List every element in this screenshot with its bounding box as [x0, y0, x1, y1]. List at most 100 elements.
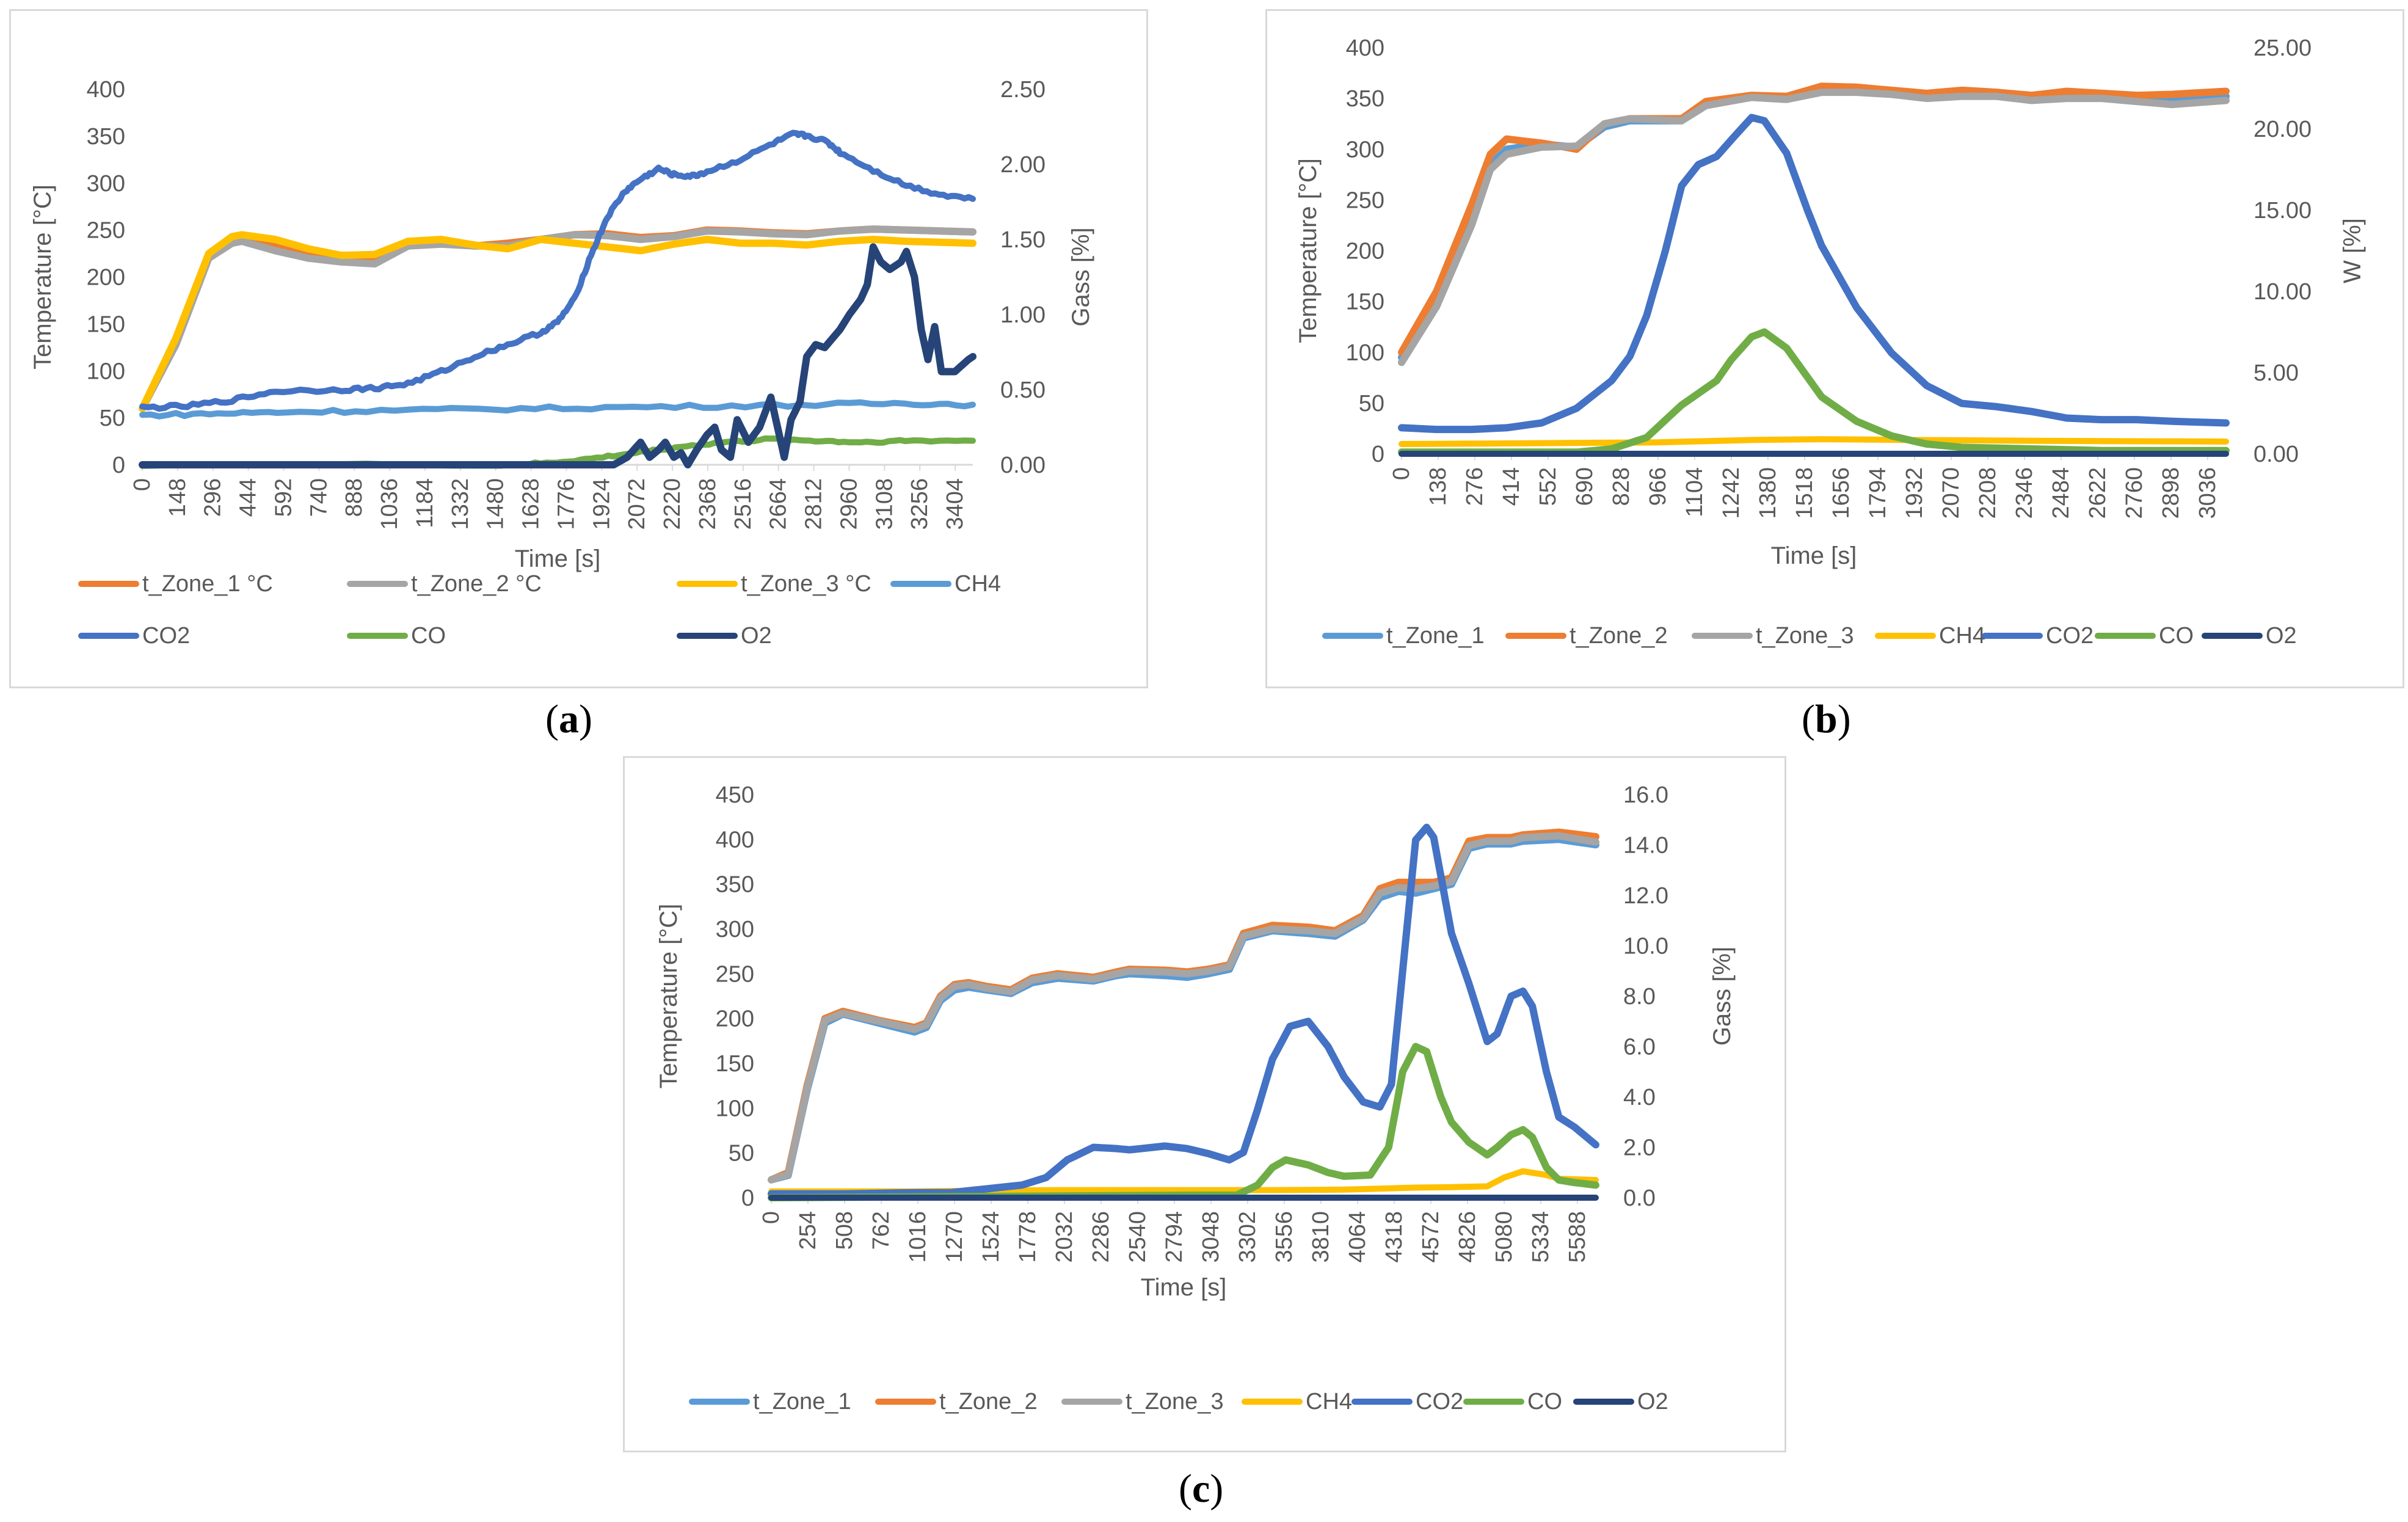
legend-label: CO [2159, 623, 2194, 649]
x-tick-label: 828 [1609, 467, 1634, 506]
x-tick-label: 966 [1645, 467, 1671, 506]
y-tick-label: 50 [1359, 391, 1384, 417]
y-tick-label: 350 [87, 124, 125, 150]
y2-tick-label: 2.00 [1000, 152, 1046, 178]
legend-label: CO [411, 623, 446, 649]
y-tick-label: 0 [1372, 442, 1384, 467]
x-tick-label: 1104 [1682, 467, 1708, 517]
x-tick-label: 2664 [766, 478, 791, 530]
x-tick-label: 2070 [1938, 467, 1964, 519]
legend-label: t_Zone_1 [753, 1389, 851, 1415]
legend-label: t_Zone_3 °C [741, 571, 871, 597]
chart-panel-c: 0 50 100 150 200 250 300 350 400 450 0.0 2.0 4.0 6.0 8… [623, 756, 1786, 1452]
x-tick-label: 1778 [1015, 1211, 1041, 1263]
y2-tick-label: 6.0 [1623, 1035, 1656, 1060]
chart-b-svg: 0 50 100 150 200 250 300 350 400 0.00 5.00 10.00 15.… [1295, 35, 2366, 649]
x-tick-label: 2346 [2012, 467, 2037, 519]
x-tick-label: 444 [236, 478, 261, 517]
x-tick-label: 2368 [695, 478, 721, 530]
x-tick-label: 3556 [1271, 1211, 1297, 1263]
y-tick-label: 400 [1346, 35, 1384, 61]
x-tick-label: 5080 [1491, 1211, 1517, 1263]
x-tick-label: 1518 [1792, 467, 1817, 519]
y2-tick-label: 16.0 [1623, 782, 1668, 808]
x-tick-label: 1380 [1755, 467, 1781, 519]
y-tick-label: 150 [1346, 289, 1384, 315]
series-line-ch4 [139, 399, 976, 420]
x-tick-label: 2220 [660, 478, 685, 530]
legend-label: CO2 [142, 623, 190, 649]
legend-label: CO2 [1416, 1389, 1463, 1415]
y2-tick-label: 14.0 [1623, 833, 1668, 859]
y2-axis-title: W [%] [2339, 218, 2366, 283]
series-line-co [768, 1043, 1599, 1201]
x-tick-label: 4826 [1455, 1211, 1480, 1263]
y2-axis-title: Gass [%] [1709, 947, 1736, 1046]
y2-tick-label: 0.0 [1623, 1185, 1656, 1211]
y-tick-label: 0 [112, 453, 125, 478]
x-tick-label: 1332 [448, 478, 473, 530]
x-tick-label: 1656 [1828, 467, 1854, 519]
series-line-t-zone-3-c [139, 231, 977, 412]
y-tick-label: 250 [1346, 188, 1384, 213]
x-tick-label: 2286 [1088, 1211, 1114, 1263]
legend-label: O2 [741, 623, 772, 649]
x-tick-label: 592 [271, 478, 296, 517]
series-line-t-zone-3 [1398, 89, 2230, 366]
y-tick-label: 100 [716, 1096, 754, 1121]
y2-tick-label: 1.00 [1000, 302, 1046, 328]
series-line-t-zone-3 [768, 832, 1599, 1184]
x-tick-label: 552 [1535, 467, 1561, 506]
chart-c-svg: 0 50 100 150 200 250 300 350 400 450 0.0 2.0 4.0 6.0 8… [655, 782, 1736, 1415]
x-tick-label: 1480 [483, 478, 509, 530]
x-tick-label: 762 [868, 1211, 894, 1250]
legend-label: t_Zone_2 °C [411, 571, 542, 597]
y-tick-label: 300 [716, 917, 754, 942]
y-tick-label: 250 [716, 961, 754, 987]
legend-label: t_Zone_3 [1126, 1389, 1224, 1415]
x-tick-label: 3256 [907, 478, 933, 530]
legend-label: CH4 [955, 571, 1001, 597]
x-tick-label: 2622 [2085, 467, 2111, 519]
x-tick-label: 0 [129, 478, 155, 491]
y2-tick-label: 10.0 [1623, 934, 1668, 959]
x-tick-label: 1242 [1719, 467, 1744, 519]
y-tick-label: 450 [716, 782, 754, 808]
legend-label: CO2 [2046, 623, 2093, 649]
x-tick-label: 2516 [730, 478, 756, 530]
x-tick-label: 1794 [1865, 467, 1891, 519]
legend-label: t_Zone_2 [1570, 623, 1668, 649]
series-line-ch4 [768, 1168, 1599, 1195]
x-axis-title: Time [s] [1771, 542, 1857, 569]
y-tick-label: 300 [87, 171, 125, 197]
x-axis-title: Time [s] [1141, 1274, 1227, 1301]
x-tick-label: 276 [1462, 467, 1488, 506]
y2-tick-label: 0.00 [2253, 442, 2299, 467]
y2-tick-label: 2.0 [1623, 1135, 1656, 1161]
y-tick-label: 150 [87, 311, 125, 337]
series-line-co2 [1398, 114, 2230, 434]
x-tick-label: 1776 [553, 478, 579, 530]
x-tick-label: 2540 [1125, 1211, 1151, 1263]
legend-label: O2 [1637, 1389, 1668, 1415]
y2-tick-label: 12.0 [1623, 883, 1668, 909]
x-axis-title: Time [s] [515, 545, 601, 572]
x-tick-label: 3048 [1198, 1211, 1224, 1263]
x-tick-label: 254 [795, 1211, 821, 1250]
x-tick-label: 3404 [942, 478, 968, 530]
x-tick-label: 414 [1499, 467, 1524, 506]
series-line-co2 [139, 129, 976, 412]
legend-label: t_Zone_2 [939, 1389, 1038, 1415]
legend-label: CH4 [1939, 623, 1985, 649]
y-tick-label: 100 [1346, 340, 1384, 366]
x-tick-label: 3810 [1308, 1211, 1334, 1263]
legend-label: O2 [2266, 623, 2297, 649]
y-tick-label: 400 [716, 827, 754, 853]
x-tick-label: 5334 [1528, 1211, 1554, 1263]
y-tick-label: 350 [716, 872, 754, 898]
series-line-co [1398, 328, 2230, 456]
x-tick-label: 0 [758, 1211, 784, 1224]
series-line-t-zone-1 [768, 836, 1599, 1184]
x-tick-label: 1184 [412, 478, 438, 528]
x-tick-label: 2484 [2048, 467, 2074, 519]
